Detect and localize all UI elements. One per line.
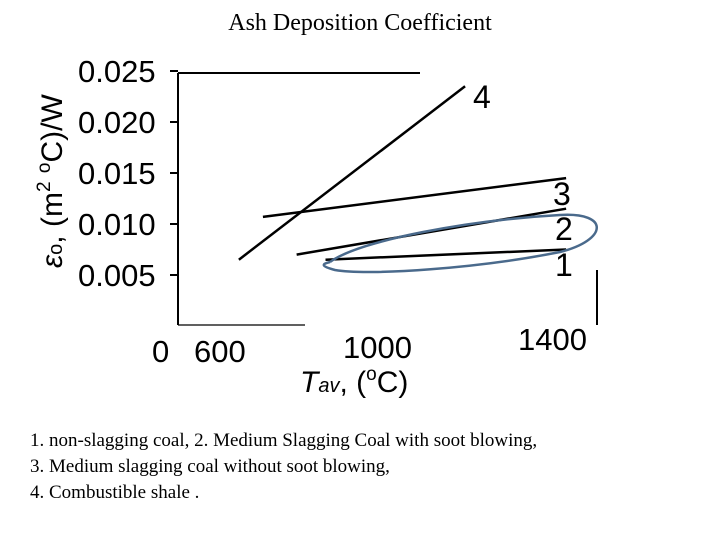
caption-line-1: 1. non-slagging coal, 2. Medium Slagging… xyxy=(30,430,538,451)
y-axis-label: εo, (m2 oC)/W xyxy=(34,94,69,268)
series-lines xyxy=(238,85,567,261)
y-tick-label: 0.020 xyxy=(78,105,156,140)
x-axis-label: Tav, (oC) xyxy=(300,364,408,399)
x-tick-label-origin: 0 xyxy=(152,334,169,369)
series-label-3: 3 xyxy=(553,176,571,212)
series-label-1: 1 xyxy=(555,247,573,283)
chart-title: Ash Deposition Coefficient xyxy=(228,10,492,36)
series-line-3 xyxy=(262,176,567,219)
y-tick-label: 0.015 xyxy=(78,156,156,191)
y-tick-label: 0.010 xyxy=(78,207,156,242)
x-tick-label-600: 600 xyxy=(194,334,246,369)
caption-line-2: 3. Medium slagging coal without soot blo… xyxy=(30,456,390,477)
series-line-1 xyxy=(325,248,567,261)
x-tick-label-1000: 1000 xyxy=(343,330,412,365)
highlight-ellipse xyxy=(322,213,598,274)
y-tick-label: 0.005 xyxy=(78,258,156,293)
figure-caption: 1. non-slagging coal, 2. Medium Slagging… xyxy=(30,428,710,506)
caption-line-3: 4. Combustible shale . xyxy=(30,482,200,503)
y-tick-labels: 0.005 0.010 0.015 0.020 0.025 xyxy=(78,54,178,293)
y-tick-label: 0.025 xyxy=(78,54,156,89)
series-line-4 xyxy=(238,85,466,261)
series-label-4: 4 xyxy=(473,79,491,115)
x-tick-label-1400: 1400 xyxy=(518,322,587,357)
series-label-2: 2 xyxy=(555,211,573,247)
